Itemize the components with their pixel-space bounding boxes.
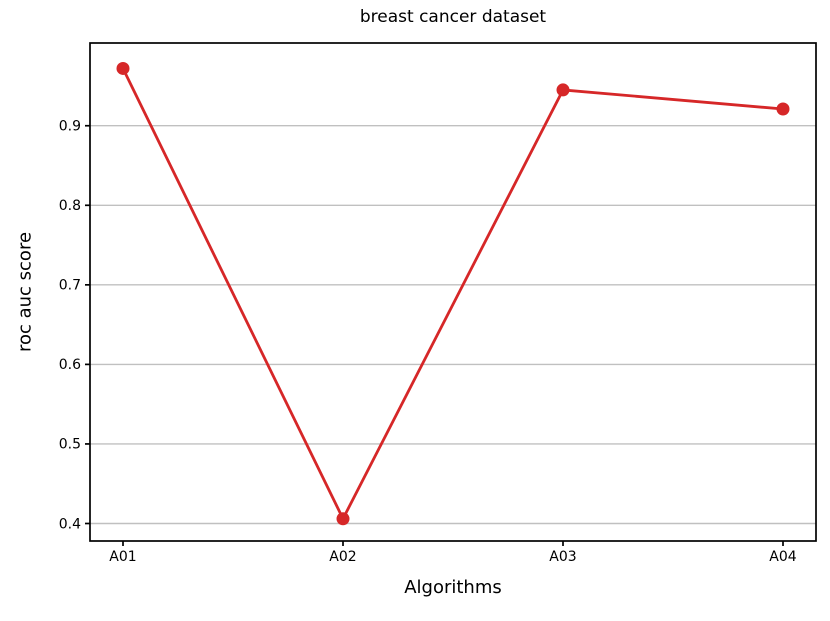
x-tick-label-A03: A03 bbox=[549, 549, 576, 565]
y-tick-label-0.4: 0.4 bbox=[59, 516, 81, 532]
plot-frame bbox=[89, 42, 817, 542]
chart-title: breast cancer dataset bbox=[359, 7, 547, 27]
x-tick-label-A04: A04 bbox=[769, 549, 796, 565]
x-tick-label-A01: A01 bbox=[109, 549, 136, 565]
data-line-roc-auc-score bbox=[121, 67, 785, 521]
y-tick-label-0.8: 0.8 bbox=[59, 198, 81, 214]
y-tick-label-0.6: 0.6 bbox=[59, 357, 81, 373]
x-axis-label: Algorithms bbox=[404, 577, 502, 598]
data-point-A03 bbox=[556, 83, 570, 97]
y-tick-label-0.9: 0.9 bbox=[59, 118, 81, 134]
data-point-A02 bbox=[336, 512, 350, 526]
data-point-A01 bbox=[116, 61, 130, 75]
data-point-A04 bbox=[776, 102, 790, 116]
y-tick-label-0.5: 0.5 bbox=[59, 437, 81, 453]
y-tick-label-0.7: 0.7 bbox=[59, 278, 81, 294]
x-tick-label-A02: A02 bbox=[329, 549, 356, 565]
